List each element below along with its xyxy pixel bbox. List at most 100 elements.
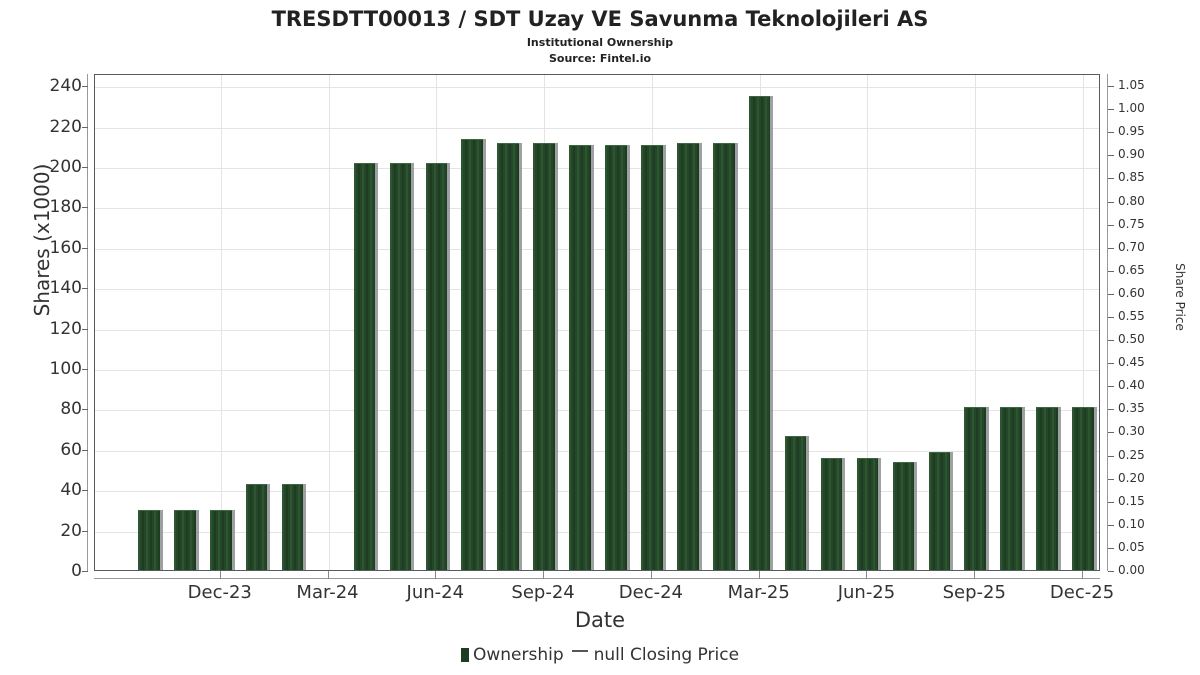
y-axis-left-tick-label: 120 xyxy=(49,318,82,339)
y-axis-left-tickmark xyxy=(82,166,88,168)
bar xyxy=(281,484,304,570)
y-axis-right-tick-label: 1.00 xyxy=(1118,101,1145,116)
y-axis-left-tickmark xyxy=(82,571,88,572)
y-axis-left-tick-label: 180 xyxy=(49,197,82,218)
gridline xyxy=(95,491,1099,493)
bar xyxy=(1036,407,1058,570)
y-axis-right-tickmark xyxy=(1108,478,1114,480)
bar xyxy=(712,142,735,570)
y-axis-right-tick-label: 0.35 xyxy=(1118,401,1145,416)
x-axis-tickmark xyxy=(650,571,652,579)
vertical-gridline xyxy=(975,75,977,570)
y-axis-left-tick-label: 0 xyxy=(71,561,82,581)
bar xyxy=(892,461,915,570)
bar xyxy=(748,96,771,570)
x-axis-tick-label: Mar-25 xyxy=(727,582,790,603)
y-axis-right-tickmark xyxy=(1108,155,1114,157)
y-axis-left-tickmark xyxy=(82,247,88,249)
y-axis-right-tickmark xyxy=(1108,86,1114,88)
title-block: TRESDTT00013 / SDT Uzay VE Savunma Tekno… xyxy=(0,0,1200,65)
x-axis-tickmark xyxy=(866,571,868,579)
y-axis-right-tick-label: 0.25 xyxy=(1118,447,1145,462)
gridline xyxy=(95,167,1099,169)
bar xyxy=(641,144,663,570)
bar xyxy=(677,142,699,570)
y-axis-right-tick-label: 0.45 xyxy=(1118,355,1145,370)
gridline xyxy=(95,87,1099,89)
gridline xyxy=(95,531,1099,533)
bar xyxy=(389,162,412,570)
x-axis-tickmark xyxy=(435,571,437,579)
y-axis-right-tick-label: 0.60 xyxy=(1118,285,1145,300)
y-axis-left-tickmark xyxy=(82,288,88,290)
y-axis-right-tick-label: 0.75 xyxy=(1118,216,1145,231)
y-axis-right-tick-label: 0.90 xyxy=(1118,147,1145,162)
bar xyxy=(1000,407,1022,570)
x-axis-tick-label: Dec-25 xyxy=(1049,582,1115,603)
x-axis-tick-label: Dec-23 xyxy=(187,582,252,603)
bar xyxy=(605,144,627,570)
y-axis-right-tickmark xyxy=(1108,109,1114,111)
y-axis-left-tick-label: 240 xyxy=(49,76,82,97)
gridline xyxy=(95,329,1099,331)
x-axis-tick-label: Mar-24 xyxy=(296,582,359,603)
x-axis-tick-label: Jun-24 xyxy=(406,582,465,603)
y-axis-left-tick-label: 20 xyxy=(60,520,82,541)
bar xyxy=(533,142,555,570)
y-axis-right-tick-label: 0.20 xyxy=(1118,470,1145,485)
right-axis-line xyxy=(1107,74,1108,571)
gridline xyxy=(95,248,1099,250)
bar xyxy=(497,142,519,570)
bar xyxy=(820,457,843,570)
bar-series-ownership xyxy=(95,75,1099,570)
plot-area xyxy=(94,74,1100,571)
y-axis-left-tick-label: 160 xyxy=(49,237,82,258)
y-axis-left-tickmark xyxy=(82,86,88,88)
y-axis-right-tickmark xyxy=(1108,455,1114,457)
y-axis-right-tick-label: 0.70 xyxy=(1118,239,1145,254)
y-axis-right-tickmark xyxy=(1108,340,1114,342)
y-axis-right-tickmark xyxy=(1108,409,1114,411)
gridline xyxy=(95,369,1099,371)
gridline xyxy=(95,127,1099,129)
bar xyxy=(425,162,448,570)
y-axis-right-tickmark xyxy=(1108,386,1114,388)
y-axis-right-tickmark xyxy=(1108,201,1114,203)
y-axis-right-tickmark xyxy=(1108,178,1114,180)
chart-source: Source: Fintel.io xyxy=(548,52,652,65)
y-axis-right-tick-label: 0.10 xyxy=(1118,516,1145,531)
y-axis-left-tickmark xyxy=(82,490,88,492)
chart-legend: Ownership null Closing Price xyxy=(0,645,1200,665)
y-axis-left-tickmark xyxy=(82,409,88,411)
bar xyxy=(928,451,951,570)
y-axis-right-tickmark xyxy=(1108,132,1114,134)
y-axis-right-tickmark xyxy=(1108,547,1114,549)
y-axis-right-tickmark xyxy=(1108,224,1114,226)
y-axis-left-tickmark xyxy=(82,328,88,330)
y-axis-left-tick-label: 60 xyxy=(60,439,82,460)
bar xyxy=(353,162,376,570)
y-axis-right-tickmark xyxy=(1108,270,1114,272)
x-axis-tickmark xyxy=(543,571,545,579)
y-axis-left-tick-label: 140 xyxy=(49,278,82,299)
chart-subtitle: Institutional Ownership xyxy=(526,36,674,49)
x-axis-title: Date xyxy=(574,608,626,632)
bar xyxy=(784,435,807,570)
gridline xyxy=(95,289,1099,291)
vertical-gridline xyxy=(328,75,330,570)
vertical-gridline xyxy=(1083,75,1085,570)
y-axis-right-tickmark xyxy=(1108,524,1114,526)
y-axis-right-tick-label: 0.05 xyxy=(1118,539,1145,554)
y-axis-right-title: Share Price xyxy=(1173,263,1187,331)
legend-swatch-ownership-icon xyxy=(460,648,469,662)
bar xyxy=(138,510,160,570)
vertical-gridline xyxy=(220,75,222,570)
x-axis-tick-label: Sep-24 xyxy=(511,582,575,603)
x-axis-tickmark xyxy=(758,571,760,579)
vertical-gridline xyxy=(867,75,869,570)
x-axis-tickmark xyxy=(219,571,221,579)
y-axis-right-tick-label: 0.80 xyxy=(1118,193,1145,208)
y-axis-right-tick-label: 0.40 xyxy=(1118,378,1145,393)
bar xyxy=(461,138,484,570)
y-axis-left-tick-label: 100 xyxy=(49,358,82,379)
